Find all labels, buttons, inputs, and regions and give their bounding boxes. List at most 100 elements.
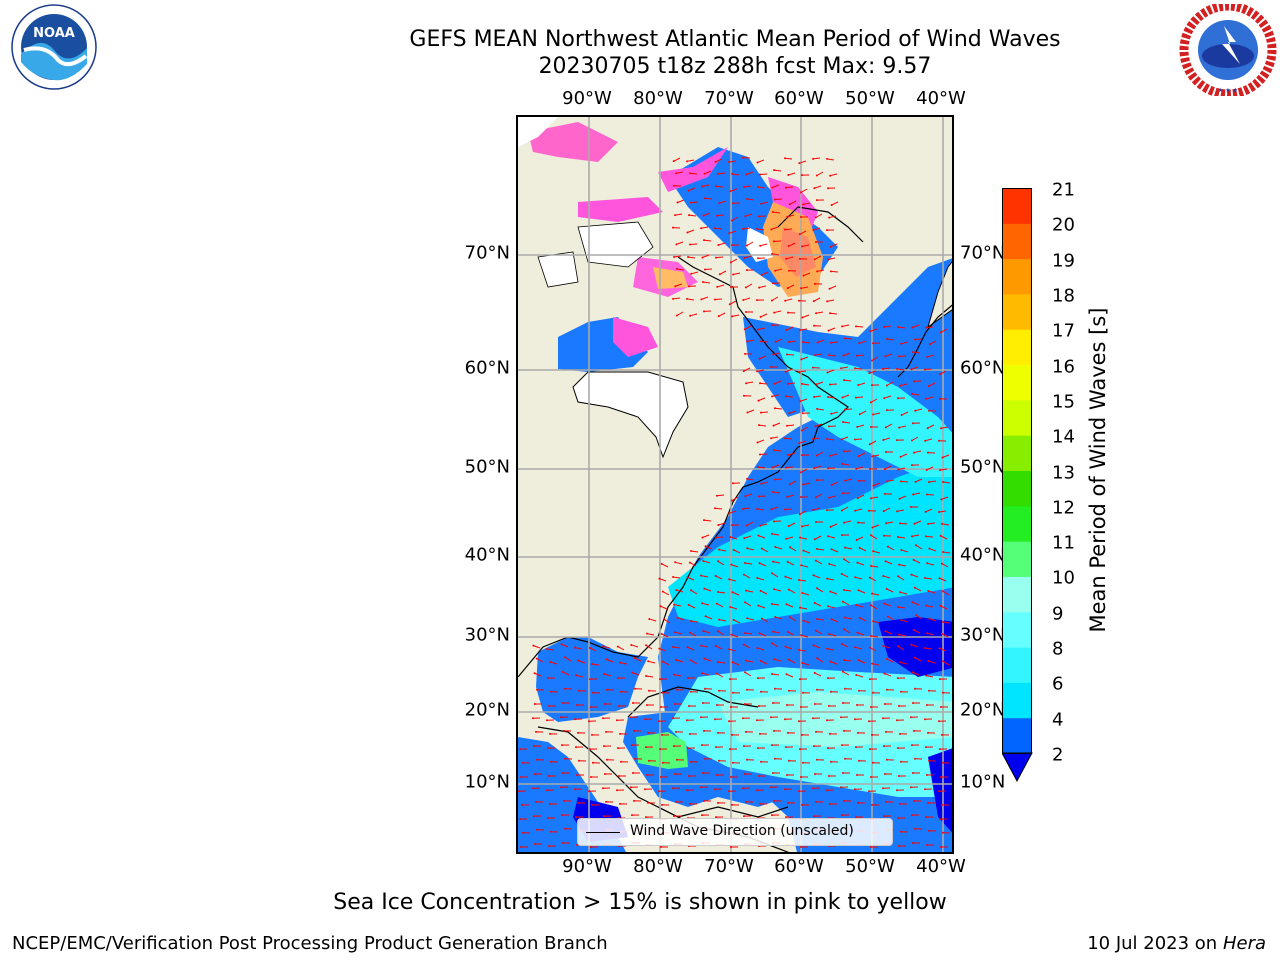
- wind-wave-arrowhead: [773, 449, 776, 452]
- wind-wave-arrowhead: [742, 299, 745, 302]
- wind-wave-arrowhead: [676, 201, 679, 204]
- wind-wave-arrow: [757, 577, 765, 581]
- wind-wave-arrowhead: [871, 384, 874, 387]
- wind-wave-arrowhead: [940, 632, 943, 635]
- wind-wave-arrow: [831, 201, 839, 206]
- wind-wave-arrowhead: [676, 758, 679, 761]
- wind-wave-arrowhead: [689, 172, 692, 175]
- wind-wave-arrow: [885, 423, 893, 428]
- wind-wave-arrow: [743, 297, 751, 301]
- wind-wave-arrowhead: [800, 706, 802, 708]
- wind-wave-arrowhead: [899, 732, 902, 735]
- wind-wave-arrow: [745, 493, 753, 497]
- wind-wave-arrowhead: [830, 341, 833, 344]
- wind-wave-arrowhead: [718, 618, 721, 621]
- wind-wave-arrowhead: [886, 480, 889, 483]
- wind-wave-arrow: [900, 383, 908, 387]
- colorbar-outline: [1002, 188, 1032, 754]
- colorbar-tick-label: 16: [1052, 356, 1075, 378]
- wind-wave-arrowhead: [939, 748, 942, 751]
- wind-wave-arrowhead: [898, 426, 901, 429]
- wind-wave-arrow: [914, 657, 922, 662]
- map-panel: [516, 115, 954, 854]
- wind-wave-arrow: [831, 411, 839, 415]
- wind-wave-arrowhead: [801, 661, 804, 664]
- wind-wave-arrowhead: [898, 705, 900, 707]
- wind-wave-arrow: [803, 550, 811, 554]
- wind-wave-arrow: [729, 578, 737, 582]
- wind-wave-arrow: [757, 508, 765, 511]
- wind-wave-arrowhead: [941, 733, 944, 736]
- lon-tick-bottom: 80°W: [633, 856, 683, 877]
- wind-wave-arrow: [855, 576, 863, 580]
- wind-wave-arrowhead: [829, 525, 832, 528]
- wind-wave-arrowhead: [816, 407, 819, 410]
- wind-wave-arrow: [813, 395, 822, 398]
- wind-wave-arrowhead: [914, 480, 917, 483]
- wind-wave-arrow: [660, 605, 668, 610]
- wind-wave-arrow: [927, 522, 936, 525]
- wind-wave-arrow: [760, 313, 768, 318]
- wind-wave-arrow: [747, 339, 755, 342]
- chart-subtitle: 20230705 t18z 288h fcst Max: 9.57: [538, 54, 932, 79]
- wind-wave-arrowhead: [704, 197, 707, 200]
- wind-wave-arrowhead: [760, 617, 763, 620]
- wind-wave-arrowhead: [690, 201, 693, 204]
- wind-wave-arrowhead: [730, 706, 732, 708]
- wind-wave-arrowhead: [812, 509, 815, 512]
- wind-wave-arrow: [758, 424, 767, 427]
- wind-wave-arrowhead: [743, 537, 746, 540]
- sea-ice: [528, 122, 618, 162]
- wind-wave-arrowhead: [703, 239, 706, 242]
- wind-wave-arrow: [719, 270, 727, 275]
- wind-wave-arrowhead: [785, 537, 788, 540]
- wind-wave-arrow: [701, 575, 709, 578]
- wind-wave-arrowhead: [798, 513, 801, 516]
- wind-wave-arrowhead: [868, 720, 871, 723]
- colorbar: [1002, 188, 1033, 783]
- wind-wave-arrow: [802, 524, 810, 527]
- wind-wave-arrow: [872, 454, 880, 457]
- wind-wave-arrowhead: [714, 788, 717, 791]
- wind-wave-arrowhead: [758, 562, 761, 565]
- wind-wave-arrowhead: [547, 677, 550, 680]
- wind-wave-arrow: [854, 367, 863, 370]
- wind-wave-arrow: [771, 603, 780, 606]
- wind-wave-arrowhead: [563, 729, 566, 732]
- wind-wave-arrowhead: [896, 367, 899, 370]
- wind-wave-arrow: [884, 465, 892, 470]
- wind-wave-arrow: [926, 605, 934, 608]
- wind-wave-arrowhead: [885, 522, 888, 525]
- wind-wave-arrowhead: [910, 716, 913, 719]
- wind-wave-arrowhead: [799, 329, 802, 332]
- wind-wave-arrowhead: [534, 843, 536, 845]
- wind-wave-arrowhead: [535, 730, 538, 733]
- wind-wave-arrowhead: [772, 772, 774, 774]
- wind-wave-arrowhead: [663, 618, 666, 621]
- wind-wave-arrow: [703, 560, 711, 564]
- wind-wave-arrowhead: [913, 729, 916, 732]
- wind-wave-arrowhead: [882, 644, 885, 647]
- wind-wave-arrowhead: [913, 451, 916, 454]
- wind-wave-arrowhead: [716, 704, 718, 706]
- wind-wave-arrow: [912, 601, 920, 606]
- wind-wave-arrow: [662, 661, 670, 666]
- wind-wave-arrowhead: [675, 243, 678, 246]
- wind-wave-arrowhead: [815, 241, 817, 243]
- wind-wave-arrowhead: [816, 199, 819, 202]
- wind-wave-arrowhead: [785, 395, 788, 398]
- wind-wave-arrowhead: [686, 719, 689, 722]
- wind-wave-arrow: [942, 551, 951, 554]
- wind-wave-arrow: [757, 159, 765, 163]
- wind-wave-arrow: [882, 367, 891, 370]
- wind-wave-arrow: [775, 268, 783, 272]
- wind-wave-arrow: [830, 523, 838, 528]
- wind-wave-arrowhead: [826, 509, 829, 512]
- wind-wave-arrow: [857, 494, 865, 499]
- wind-wave-arrow: [830, 453, 838, 457]
- wind-wave-arrow: [775, 616, 783, 620]
- wind-wave-arrow: [925, 535, 934, 538]
- wind-wave-arrowhead: [647, 801, 650, 804]
- wind-wave-arrow: [703, 212, 711, 217]
- wind-wave-arrowhead: [841, 396, 844, 399]
